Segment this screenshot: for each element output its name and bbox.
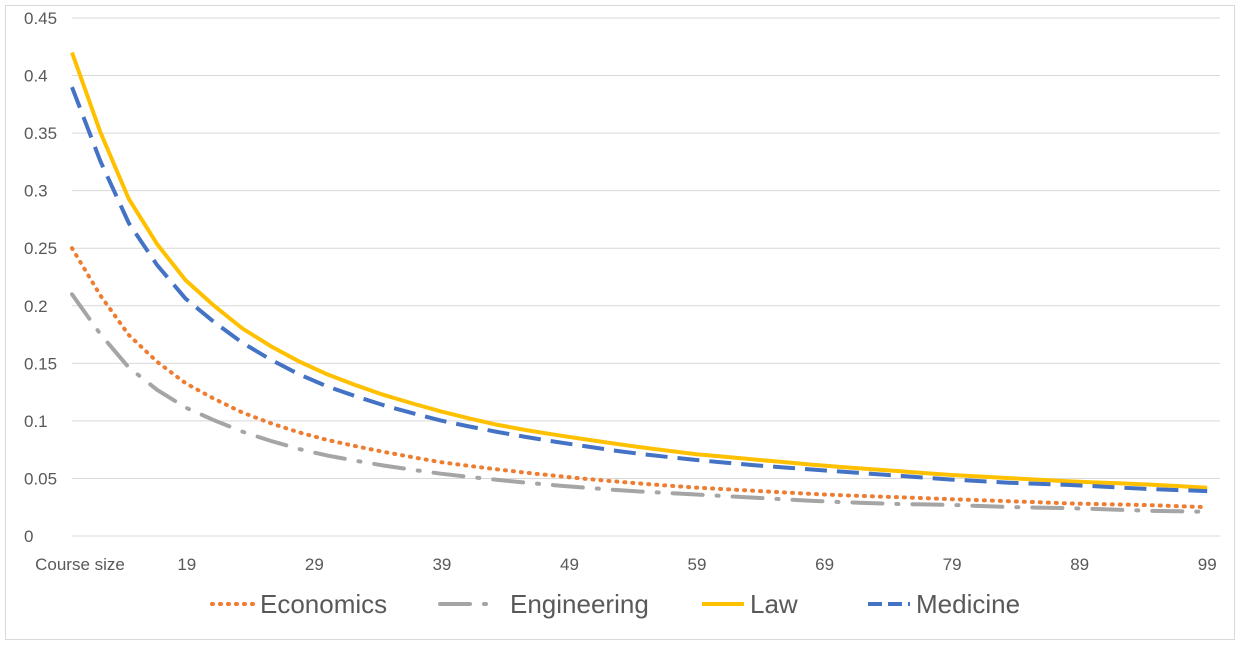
series-line-engineering: [70, 292, 1210, 514]
x-tick-label: 19: [177, 555, 196, 574]
legend-label-engineering: Engineering: [510, 589, 649, 619]
y-tick-label: 0.15: [24, 354, 57, 373]
legend-label-law: Law: [750, 589, 798, 619]
series-lines: [70, 51, 1210, 514]
series-line-law: [70, 51, 1208, 490]
x-tick-label: 69: [815, 555, 834, 574]
x-tick-label: 79: [943, 555, 962, 574]
x-tick-label: 39: [432, 555, 451, 574]
x-tick-label: 49: [560, 555, 579, 574]
legend: Economics Engineering Law Medicine: [210, 589, 1020, 619]
series-line-medicine: [70, 86, 1208, 494]
y-tick-label: 0.25: [24, 239, 57, 258]
x-tick-label: 59: [688, 555, 707, 574]
legend-label-economics: Economics: [260, 589, 387, 619]
y-tick-label: 0.45: [24, 9, 57, 28]
x-tick-label: 99: [1198, 555, 1217, 574]
legend-label-medicine: Medicine: [916, 589, 1020, 619]
y-tick-label: 0.3: [24, 182, 48, 201]
y-tick-label: 0.2: [24, 297, 48, 316]
y-tick-label: 0.35: [24, 124, 57, 143]
x-tick-label: 29: [305, 555, 324, 574]
series-line-economics: [70, 246, 1210, 510]
x-tick-label: Course size: [35, 555, 125, 574]
y-axis-tick-labels: 0 0.05 0.1 0.15 0.2 0.25 0.3 0.35 0.4 0.45: [24, 9, 57, 546]
y-tick-label: 0.05: [24, 469, 57, 488]
x-tick-label: 89: [1070, 555, 1089, 574]
y-tick-label: 0.4: [24, 67, 48, 86]
x-axis-tick-labels: Course size 19 29 39 49 59 69 79 89 99: [35, 555, 1217, 574]
y-tick-label: 0.1: [24, 412, 48, 431]
chart-frame: [5, 5, 1235, 640]
y-tick-label: 0: [24, 527, 33, 546]
grid-lines: [72, 17, 1220, 537]
